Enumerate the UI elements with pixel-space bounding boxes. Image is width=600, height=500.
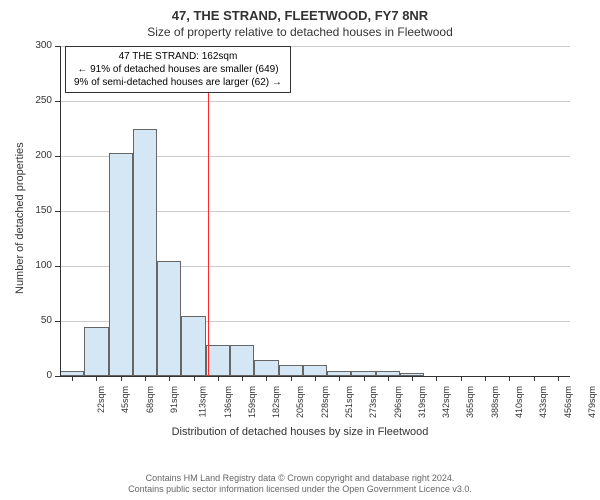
footer-line-2: Contains public sector information licen… bbox=[0, 484, 600, 496]
gridline bbox=[60, 101, 570, 102]
histogram-bar bbox=[206, 345, 230, 376]
annotation-line-1: 47 THE STRAND: 162sqm bbox=[74, 50, 282, 63]
x-tick-label: 410sqm bbox=[514, 386, 524, 418]
x-tick-label: 228sqm bbox=[320, 386, 330, 418]
reference-line bbox=[208, 46, 209, 376]
y-tick-label: 100 bbox=[22, 260, 52, 271]
x-tick-label: 342sqm bbox=[441, 386, 451, 418]
y-tick-label: 250 bbox=[22, 95, 52, 106]
x-axis-line bbox=[60, 376, 570, 377]
y-tick-label: 50 bbox=[22, 315, 52, 326]
y-tick-label: 200 bbox=[22, 150, 52, 161]
x-tick-label: 251sqm bbox=[344, 386, 354, 418]
x-tick-label: 136sqm bbox=[223, 386, 233, 418]
x-tick-label: 68sqm bbox=[145, 386, 155, 413]
x-tick-label: 456sqm bbox=[563, 386, 573, 418]
y-tick-label: 300 bbox=[22, 40, 52, 51]
x-tick-label: 91sqm bbox=[169, 386, 179, 413]
x-tick-label: 45sqm bbox=[120, 386, 130, 413]
chart-area bbox=[60, 46, 570, 376]
page-title: 47, THE STRAND, FLEETWOOD, FY7 8NR bbox=[0, 0, 600, 23]
histogram-bar bbox=[84, 327, 108, 377]
histogram-bar bbox=[157, 261, 181, 377]
histogram-bar bbox=[230, 345, 254, 376]
y-axis-line bbox=[60, 46, 61, 376]
x-tick-label: 22sqm bbox=[96, 386, 106, 413]
x-tick-label: 296sqm bbox=[393, 386, 403, 418]
page-subtitle: Size of property relative to detached ho… bbox=[0, 25, 600, 39]
histogram-bar bbox=[279, 365, 303, 376]
annotation-line-2: ← 91% of detached houses are smaller (64… bbox=[74, 63, 282, 76]
footer-line-1: Contains HM Land Registry data © Crown c… bbox=[0, 473, 600, 485]
x-tick-label: 113sqm bbox=[198, 386, 208, 417]
x-tick-label: 388sqm bbox=[490, 386, 500, 418]
x-tick-label: 182sqm bbox=[271, 386, 281, 418]
histogram-bar bbox=[254, 360, 278, 377]
histogram-bar bbox=[181, 316, 205, 377]
x-tick-label: 319sqm bbox=[417, 386, 427, 418]
annotation-box: 47 THE STRAND: 162sqm ← 91% of detached … bbox=[65, 46, 291, 93]
annotation-line-3: 9% of semi-detached houses are larger (6… bbox=[74, 76, 282, 89]
x-tick-label: 479sqm bbox=[587, 386, 597, 418]
x-tick-label: 433sqm bbox=[538, 386, 548, 418]
y-tick-label: 0 bbox=[22, 370, 52, 381]
histogram-bar bbox=[109, 153, 133, 376]
x-tick-label: 273sqm bbox=[368, 386, 378, 418]
histogram-bar bbox=[303, 365, 327, 376]
footer-text: Contains HM Land Registry data © Crown c… bbox=[0, 473, 600, 496]
histogram-bar bbox=[133, 129, 157, 377]
y-tick-label: 150 bbox=[22, 205, 52, 216]
x-tick-label: 159sqm bbox=[247, 386, 257, 418]
x-tick-label: 365sqm bbox=[465, 386, 475, 418]
x-tick-label: 205sqm bbox=[295, 386, 305, 418]
x-axis-label: Distribution of detached houses by size … bbox=[0, 426, 600, 438]
